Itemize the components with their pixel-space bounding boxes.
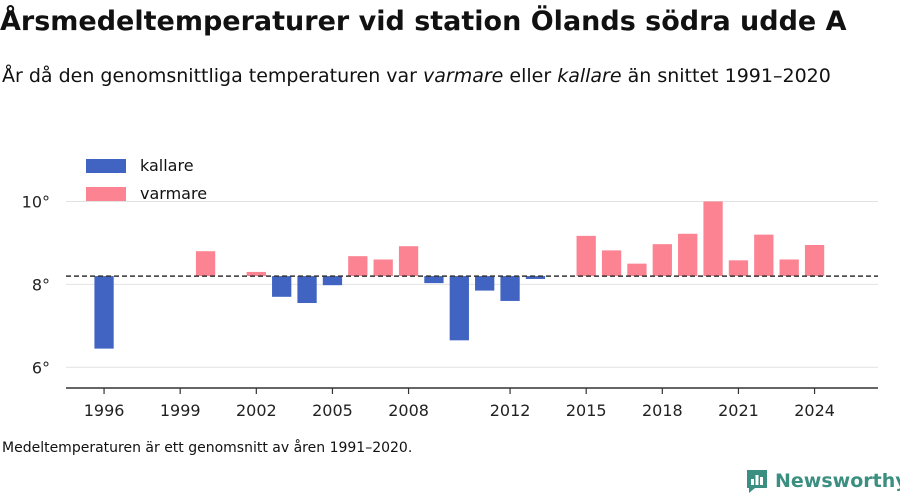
- x-tick-label: 2021: [718, 401, 759, 420]
- brand-name: Newsworthy: [775, 470, 900, 492]
- bar-2023: [779, 259, 799, 277]
- x-tick-label: 2018: [642, 401, 683, 420]
- chart-subtitle: År då den genomsnittliga temperaturen va…: [2, 60, 832, 92]
- footnote: Medeltemperaturen är ett genomsnitt av å…: [2, 440, 413, 456]
- bar-1996: [94, 276, 114, 349]
- bar-2017: [627, 263, 647, 277]
- bar-2009: [424, 276, 444, 284]
- legend-swatch-warmer: [86, 187, 126, 201]
- subtitle-warmer-word: varmare: [423, 65, 504, 87]
- bar-2016: [601, 250, 622, 277]
- bar-2021: [728, 260, 749, 277]
- bar-2012: [500, 276, 520, 301]
- x-tick-label: 1996: [84, 401, 125, 420]
- y-tick-label: 10°: [22, 192, 50, 211]
- subtitle-part3: än snittet 1991–2020: [621, 65, 831, 87]
- bar-2022: [754, 234, 774, 277]
- x-tick-label: 2024: [794, 401, 835, 420]
- subtitle-part2: eller: [503, 65, 558, 87]
- legend-swatch-colder: [86, 159, 126, 173]
- bar-2003: [272, 276, 292, 297]
- legend-label-colder: kallare: [140, 156, 194, 175]
- bar-2006: [348, 256, 368, 277]
- bar-2002: [246, 271, 266, 277]
- x-tick-label: 2012: [490, 401, 531, 420]
- bar-2004: [297, 276, 317, 304]
- chart-title: Årsmedeltemperaturer vid station Ölands …: [0, 6, 847, 37]
- bar-2005: [322, 276, 343, 286]
- bar-2013: [525, 276, 546, 279]
- x-tick-label: 2015: [566, 401, 607, 420]
- bar-2011: [475, 276, 495, 291]
- newsworthy-logo-icon: [747, 470, 767, 493]
- bar-2020: [703, 201, 723, 277]
- bar-2024: [804, 244, 825, 277]
- x-tick-label: 2008: [388, 401, 429, 420]
- brand-logo: Newsworthy: [745, 468, 900, 494]
- subtitle-colder-word: kallare: [557, 65, 622, 87]
- bar-chart: 6° 8° 10° 1996 1999 2002 2005 2008 2012 2015 2018 2…: [22, 192, 878, 420]
- bar-2000: [195, 251, 216, 277]
- bar-2018: [652, 244, 672, 277]
- bar-2019: [678, 233, 698, 277]
- bar-2007: [373, 259, 393, 277]
- legend-label-warmer: varmare: [140, 184, 208, 203]
- bar-2015: [576, 235, 596, 277]
- subtitle-part1: År då den genomsnittliga temperaturen va…: [2, 65, 424, 87]
- y-tick-label: 8°: [32, 275, 50, 294]
- bar-2010: [449, 276, 469, 341]
- y-tick-label: 6°: [32, 358, 50, 377]
- x-tick-label: 2005: [312, 401, 353, 420]
- bar-2008: [398, 246, 419, 277]
- x-tick-label: 2002: [236, 401, 277, 420]
- x-tick-label: 1999: [160, 401, 201, 420]
